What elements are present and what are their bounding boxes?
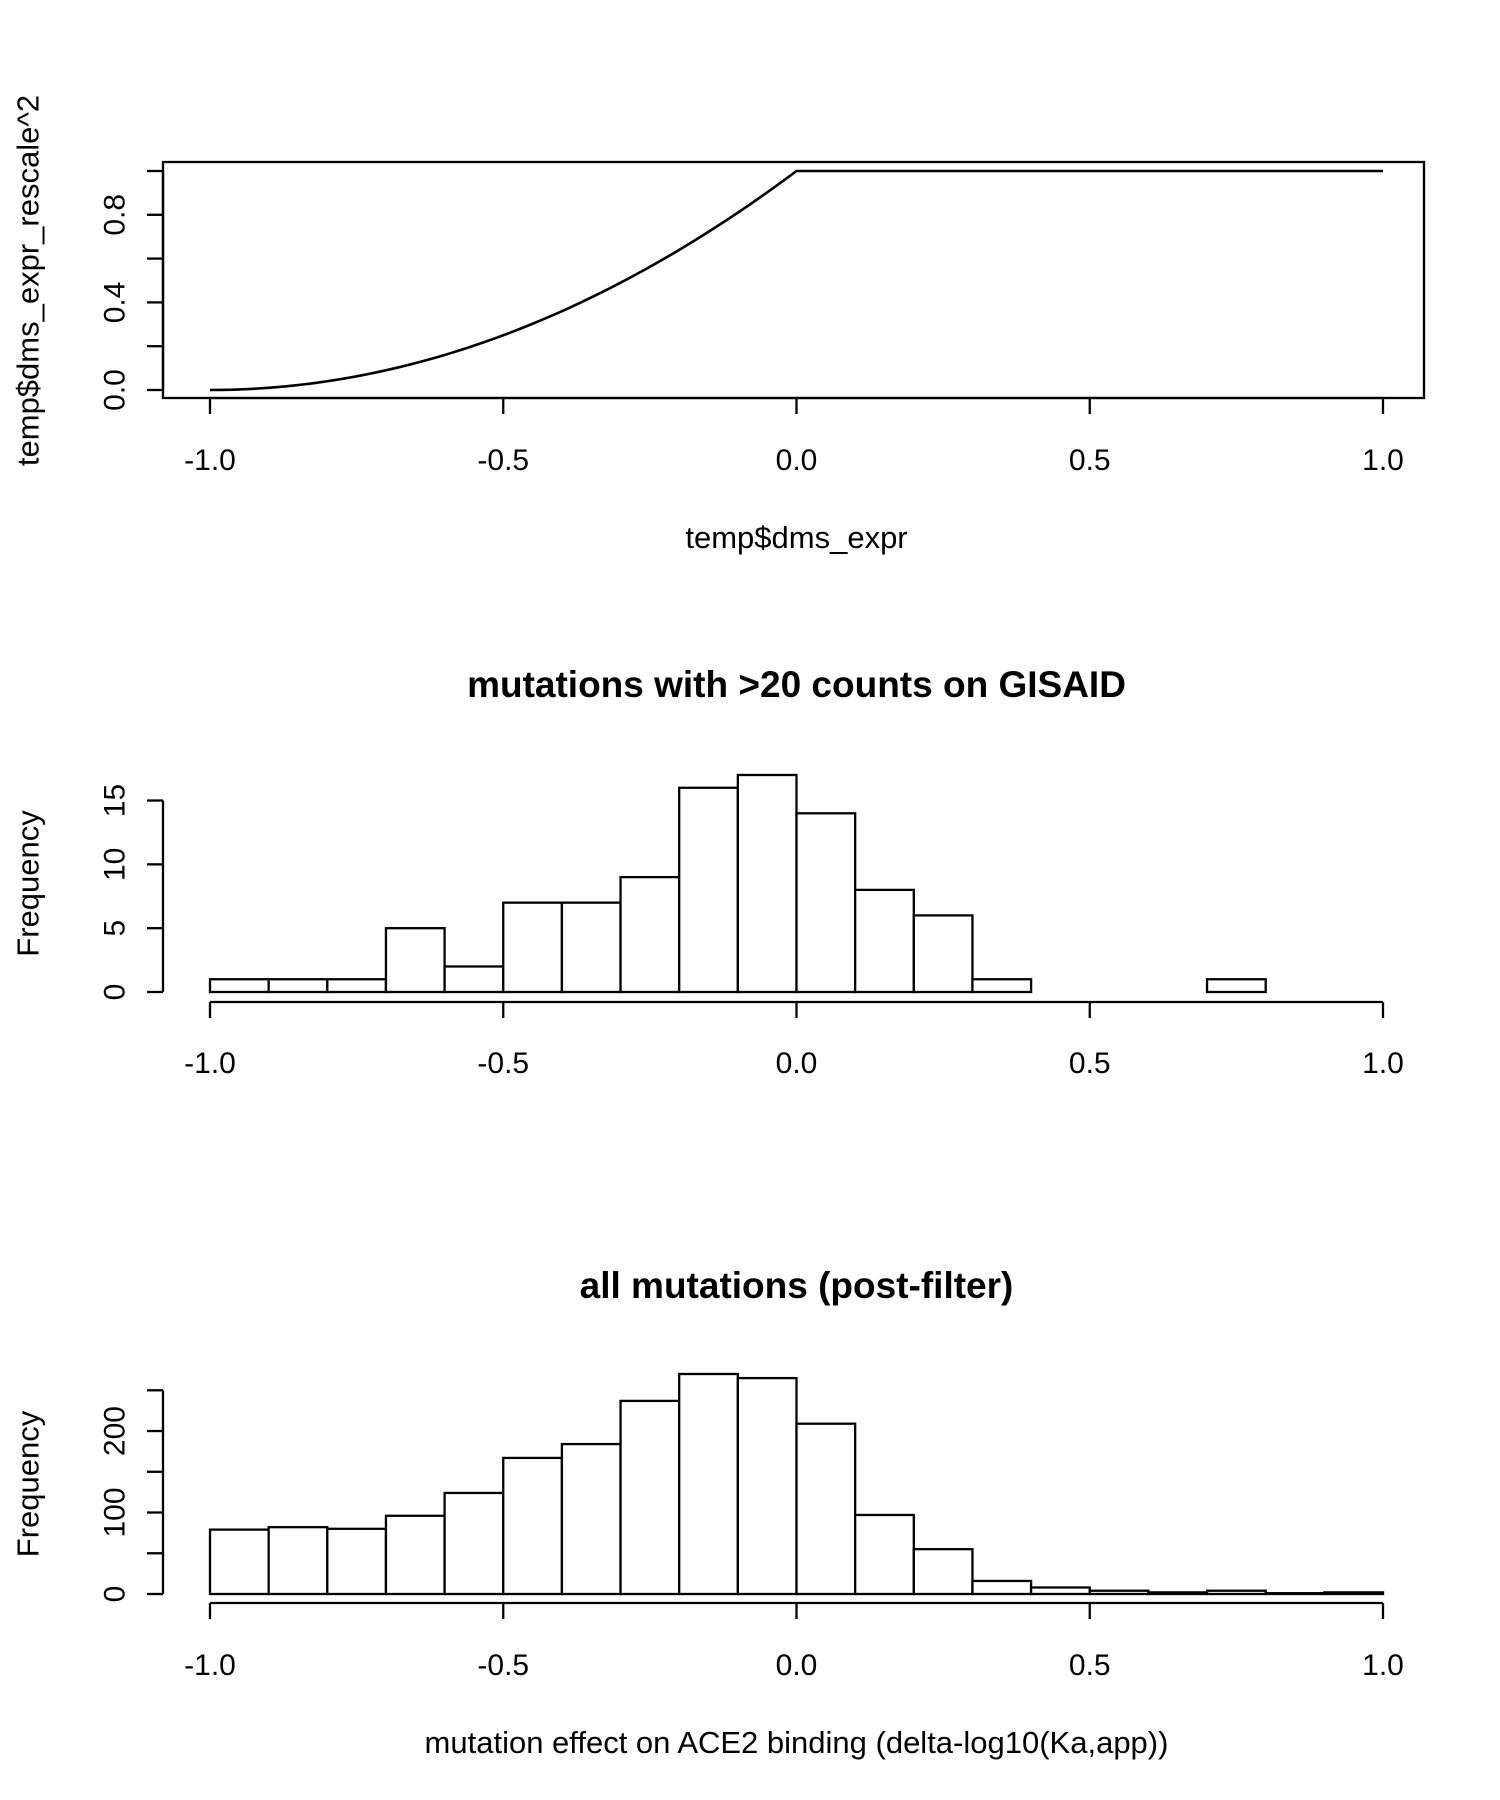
x-tick-label: 1.0 (1362, 1047, 1404, 1080)
x-tick-label: 0.5 (1069, 1047, 1111, 1080)
histogram-bar (1088, 1589, 1150, 1596)
y-tick-label: 0.4 (99, 282, 132, 324)
x-tick-label: -0.5 (477, 1649, 529, 1682)
panel-3: all mutations (post-filter) -1.0 -0.5 0.0 0.… (11, 1265, 1404, 1760)
histogram-bar (267, 978, 329, 994)
y-tick-label: 0.0 (99, 369, 132, 411)
histogram-bar (1205, 1589, 1267, 1596)
x-tick-label: -1.0 (184, 444, 236, 477)
y-tick-label: 100 (99, 1487, 132, 1537)
histogram-bar (854, 1513, 915, 1596)
histogram-bar (912, 1548, 974, 1596)
histogram-bar (1147, 1591, 1209, 1596)
histogram-bar (678, 786, 740, 994)
x-tick-label: -1.0 (184, 1649, 236, 1682)
histogram-bar (1205, 978, 1267, 994)
histogram-bar (736, 1376, 798, 1596)
panel-1: -1.0 -0.5 0.0 0.5 1.0 0.0 0.4 0.8 temp$dms_expr_… (11, 95, 1426, 555)
histogram-bar (560, 901, 622, 994)
chart-title: all mutations (post-filter) (580, 1265, 1014, 1306)
histogram-bar (619, 1399, 681, 1596)
y-tick-label: 200 (99, 1406, 132, 1456)
x-axis-label: temp$dms_expr (685, 520, 907, 555)
x-tick-label: 0.0 (776, 1047, 818, 1080)
histogram-bar (502, 901, 564, 994)
x-tick-label: 1.0 (1362, 1649, 1404, 1682)
x-tick-label: 0.0 (776, 1649, 818, 1682)
x-tick-label: 1.0 (1362, 444, 1404, 477)
y-tick-label: 15 (99, 784, 132, 817)
histogram-bar (971, 978, 1033, 994)
series-line (209, 169, 1383, 392)
histogram-bar (619, 875, 681, 994)
y-tick-label: 5 (99, 920, 132, 937)
histogram-bar (736, 773, 798, 994)
x-tick-label: 0.5 (1069, 1649, 1111, 1682)
y-axis-label: Frequency (11, 810, 46, 957)
y-tick-label: 10 (99, 848, 132, 881)
histogram-bar (971, 1579, 1033, 1596)
panel-2: mutations with >20 counts on GISAID -1.0 -… (11, 664, 1404, 1080)
histogram-bar (678, 1372, 740, 1596)
histogram-bar (326, 978, 388, 994)
histogram-bar (443, 1491, 505, 1596)
x-axis-label: mutation effect on ACE2 binding (delta-l… (425, 1725, 1169, 1760)
histogram-bar (384, 927, 446, 994)
histogram-bar (326, 1527, 388, 1596)
histogram-bar (1029, 1586, 1091, 1596)
histogram-bar (560, 1442, 622, 1596)
histogram-bar (384, 1514, 446, 1596)
histogram-bar (208, 978, 270, 994)
histogram-bar (443, 965, 505, 994)
x-tick-label: -1.0 (184, 1047, 236, 1080)
x-tick-label: 0.0 (776, 444, 818, 477)
histogram-bar (854, 888, 915, 994)
x-tick-label: 0.5 (1069, 444, 1111, 477)
y-tick-label: 0 (99, 1586, 132, 1603)
histogram-bar (1323, 1591, 1385, 1596)
histogram-bar (795, 1422, 857, 1596)
chart-title: mutations with >20 counts on GISAID (467, 664, 1126, 705)
y-tick-label: 0 (99, 984, 132, 1001)
y-axis-label: Frequency (11, 1410, 46, 1557)
histogram-bar (912, 914, 974, 994)
histogram-bar (1264, 1592, 1326, 1596)
histogram-bar (208, 1528, 270, 1596)
histogram-bar (795, 812, 857, 994)
plot-frame (161, 160, 1426, 400)
y-tick-label: 0.8 (99, 194, 132, 236)
y-axis-label: temp$dms_expr_rescale^2 (11, 95, 46, 466)
x-tick-label: -0.5 (477, 444, 529, 477)
x-tick-label: -0.5 (477, 1047, 529, 1080)
histogram-bar (502, 1456, 564, 1596)
histogram-bar (267, 1526, 329, 1596)
